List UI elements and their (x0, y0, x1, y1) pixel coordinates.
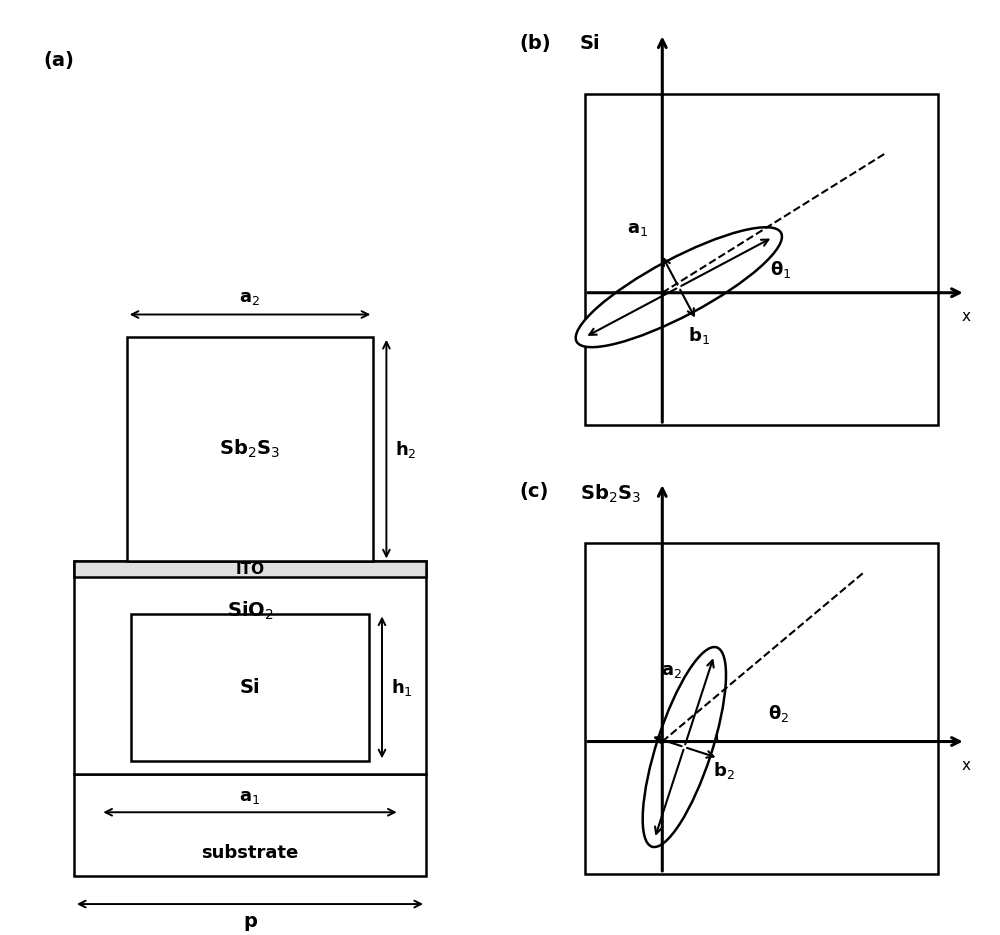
Text: b$_2$: b$_2$ (713, 760, 735, 781)
Ellipse shape (643, 647, 726, 847)
Bar (127, 337, 373, 561)
Text: a$_1$: a$_1$ (627, 220, 649, 237)
Text: x: x (961, 758, 970, 773)
Text: ITO: ITO (235, 562, 265, 577)
Ellipse shape (576, 227, 782, 347)
Text: substrate: substrate (201, 844, 299, 862)
Text: a$_2$: a$_2$ (239, 289, 261, 308)
Bar (131, 613, 369, 761)
Text: Sb$_2$S$_3$: Sb$_2$S$_3$ (580, 482, 641, 505)
Text: θ$_2$: θ$_2$ (768, 703, 789, 724)
Text: (a): (a) (43, 51, 74, 70)
Text: Si: Si (240, 678, 260, 697)
Text: b$_1$: b$_1$ (688, 325, 710, 346)
Text: p: p (243, 913, 257, 931)
Text: θ$_1$: θ$_1$ (770, 259, 791, 280)
Text: Si: Si (580, 34, 600, 52)
Bar (74, 773, 426, 875)
Text: h$_1$: h$_1$ (391, 677, 413, 698)
Text: h$_2$: h$_2$ (395, 439, 417, 460)
Bar (74, 561, 426, 773)
Text: SiO$_2$: SiO$_2$ (227, 599, 273, 622)
Text: (b): (b) (519, 34, 551, 52)
Bar (585, 543, 938, 874)
Bar (585, 94, 938, 425)
Text: Sb$_2$S$_3$: Sb$_2$S$_3$ (219, 438, 281, 460)
Text: a$_1$: a$_1$ (239, 788, 261, 806)
Text: x: x (961, 309, 970, 324)
Text: (c): (c) (519, 482, 548, 501)
Bar (74, 561, 426, 577)
Text: a$_2$: a$_2$ (661, 662, 682, 680)
